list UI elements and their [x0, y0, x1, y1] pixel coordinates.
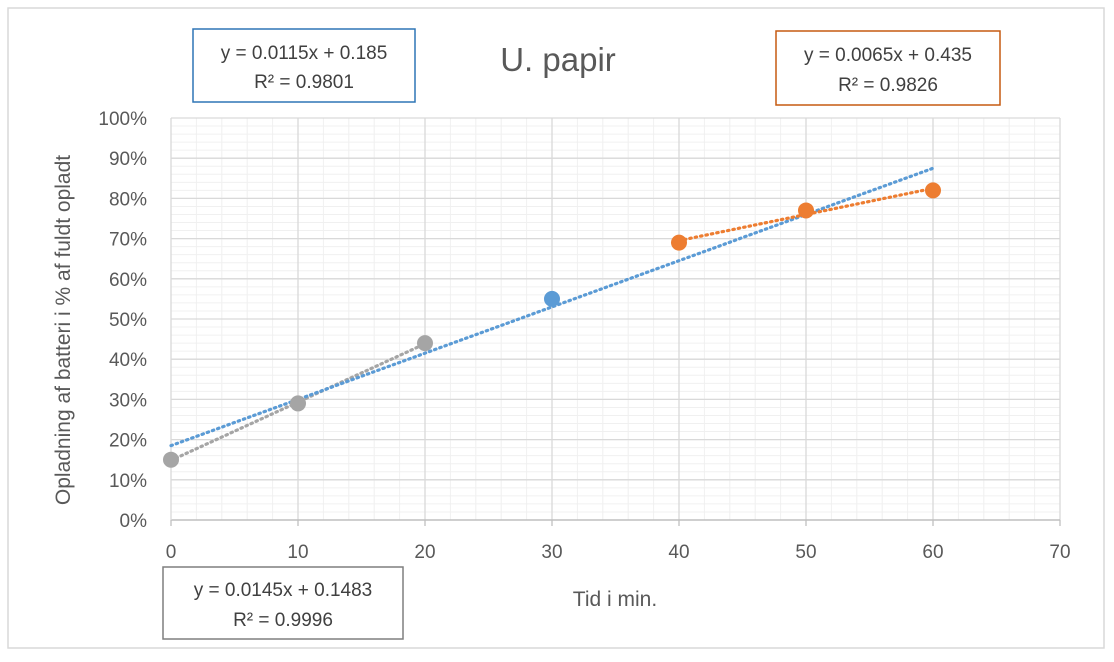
- x-tick-label: 20: [414, 542, 435, 563]
- y-tick-label: 30%: [109, 390, 147, 411]
- y-tick-label: 10%: [109, 471, 147, 492]
- chart-area-border: [7, 7, 1105, 649]
- x-tick-label: 40: [668, 542, 689, 563]
- y-tick-label: 50%: [109, 310, 147, 331]
- data-point: [671, 234, 687, 251]
- data-point: [925, 182, 941, 199]
- equation-blue-formula: y = 0.0115x + 0.185: [221, 43, 388, 64]
- x-tick-label: 0: [166, 542, 177, 563]
- y-tick-label: 40%: [109, 350, 147, 371]
- equation-orange-formula: y = 0.0065x + 0.435: [804, 45, 972, 66]
- data-point: [798, 202, 814, 219]
- x-tick-label: 50: [795, 542, 816, 563]
- trendline: [677, 186, 935, 243]
- data-point: [544, 290, 560, 307]
- x-tick-label: 60: [922, 542, 943, 563]
- data-point: [290, 395, 306, 412]
- equation-box-gray: y = 0.0145x + 0.1483 R² = 0.9996: [162, 566, 404, 640]
- equation-gray-r2: R² = 0.9996: [233, 610, 333, 631]
- data-point: [163, 451, 179, 468]
- equation-box-blue: y = 0.0115x + 0.185 R² = 0.9801: [192, 28, 416, 103]
- y-tick-label: 100%: [98, 109, 147, 130]
- tick-labels: 0 10 20 30 40 50 60 70 0% 10% 20% 30% 40% 50% 60% 70% 80…: [98, 109, 1070, 563]
- equation-blue-r2: R² = 0.9801: [254, 72, 354, 93]
- major-gridlines: [171, 117, 1061, 520]
- data-points: [163, 182, 941, 468]
- equation-box-orange-border: [775, 30, 1001, 106]
- equation-box-orange: y = 0.0065x + 0.435 R² = 0.9826: [775, 30, 1001, 106]
- equation-gray-formula: y = 0.0145x + 0.1483: [194, 580, 373, 601]
- x-axis-label: Tid i min.: [573, 588, 657, 611]
- equation-orange-r2: R² = 0.9826: [838, 75, 938, 96]
- equation-box-blue-border: [192, 28, 416, 103]
- y-tick-label: 80%: [109, 189, 147, 210]
- y-tick-label: 20%: [109, 431, 147, 452]
- x-tick-label: 70: [1049, 542, 1070, 563]
- y-axis-label: Opladning af batteri i % af fuldt opladt: [52, 155, 75, 505]
- y-tick-label: 90%: [109, 149, 147, 170]
- y-tick-label: 60%: [109, 270, 147, 291]
- chart-title: U. papir: [500, 41, 616, 78]
- equation-box-gray-border: [162, 566, 404, 640]
- y-tick-label: 70%: [109, 230, 147, 251]
- x-tick-label: 10: [287, 542, 308, 563]
- x-tick-label: 30: [541, 542, 562, 563]
- data-point: [417, 335, 433, 352]
- y-tick-label: 0%: [120, 511, 148, 532]
